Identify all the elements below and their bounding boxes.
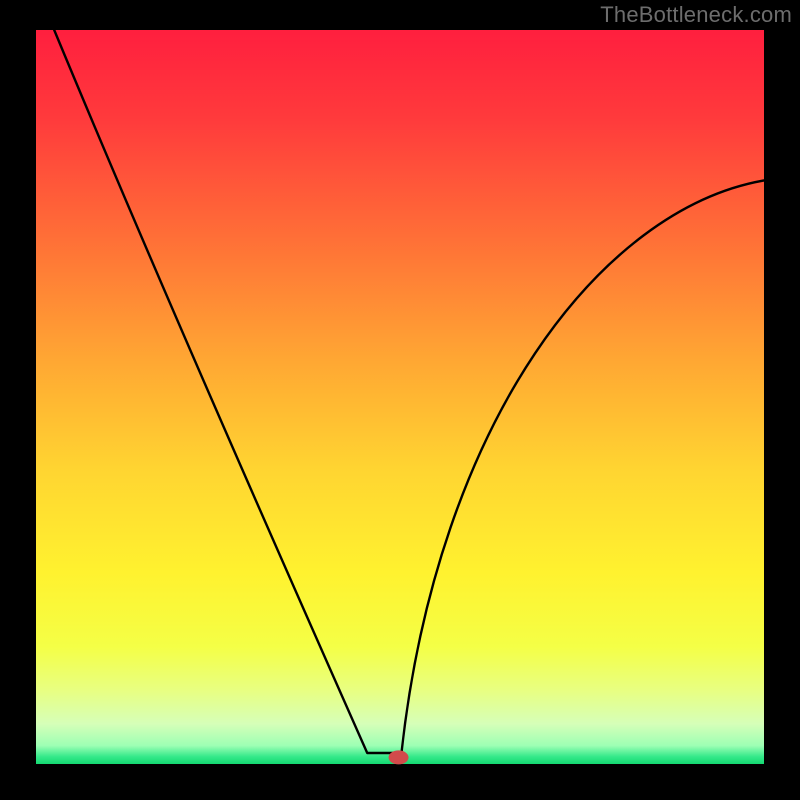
optimal-point-marker: [389, 750, 409, 764]
bottleneck-chart: [0, 0, 800, 800]
watermark-text: TheBottleneck.com: [600, 2, 792, 28]
plot-background: [36, 30, 764, 764]
chart-container: TheBottleneck.com: [0, 0, 800, 800]
